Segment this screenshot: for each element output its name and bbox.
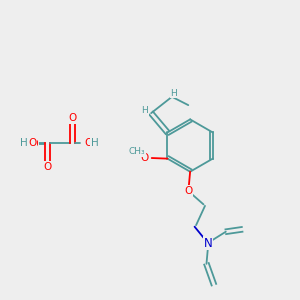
Text: O: O: [43, 162, 52, 172]
Text: H: H: [170, 89, 177, 98]
Text: O: O: [28, 138, 37, 148]
Text: O: O: [31, 139, 38, 149]
Text: O: O: [84, 138, 92, 148]
Text: H: H: [141, 106, 148, 115]
Text: H: H: [20, 138, 28, 148]
Text: N: N: [204, 236, 212, 250]
Text: H: H: [91, 138, 98, 148]
Text: CH₃: CH₃: [128, 147, 145, 156]
Text: H: H: [19, 139, 26, 149]
Text: O: O: [140, 153, 148, 163]
Text: O: O: [184, 186, 193, 196]
Text: O: O: [69, 113, 77, 123]
